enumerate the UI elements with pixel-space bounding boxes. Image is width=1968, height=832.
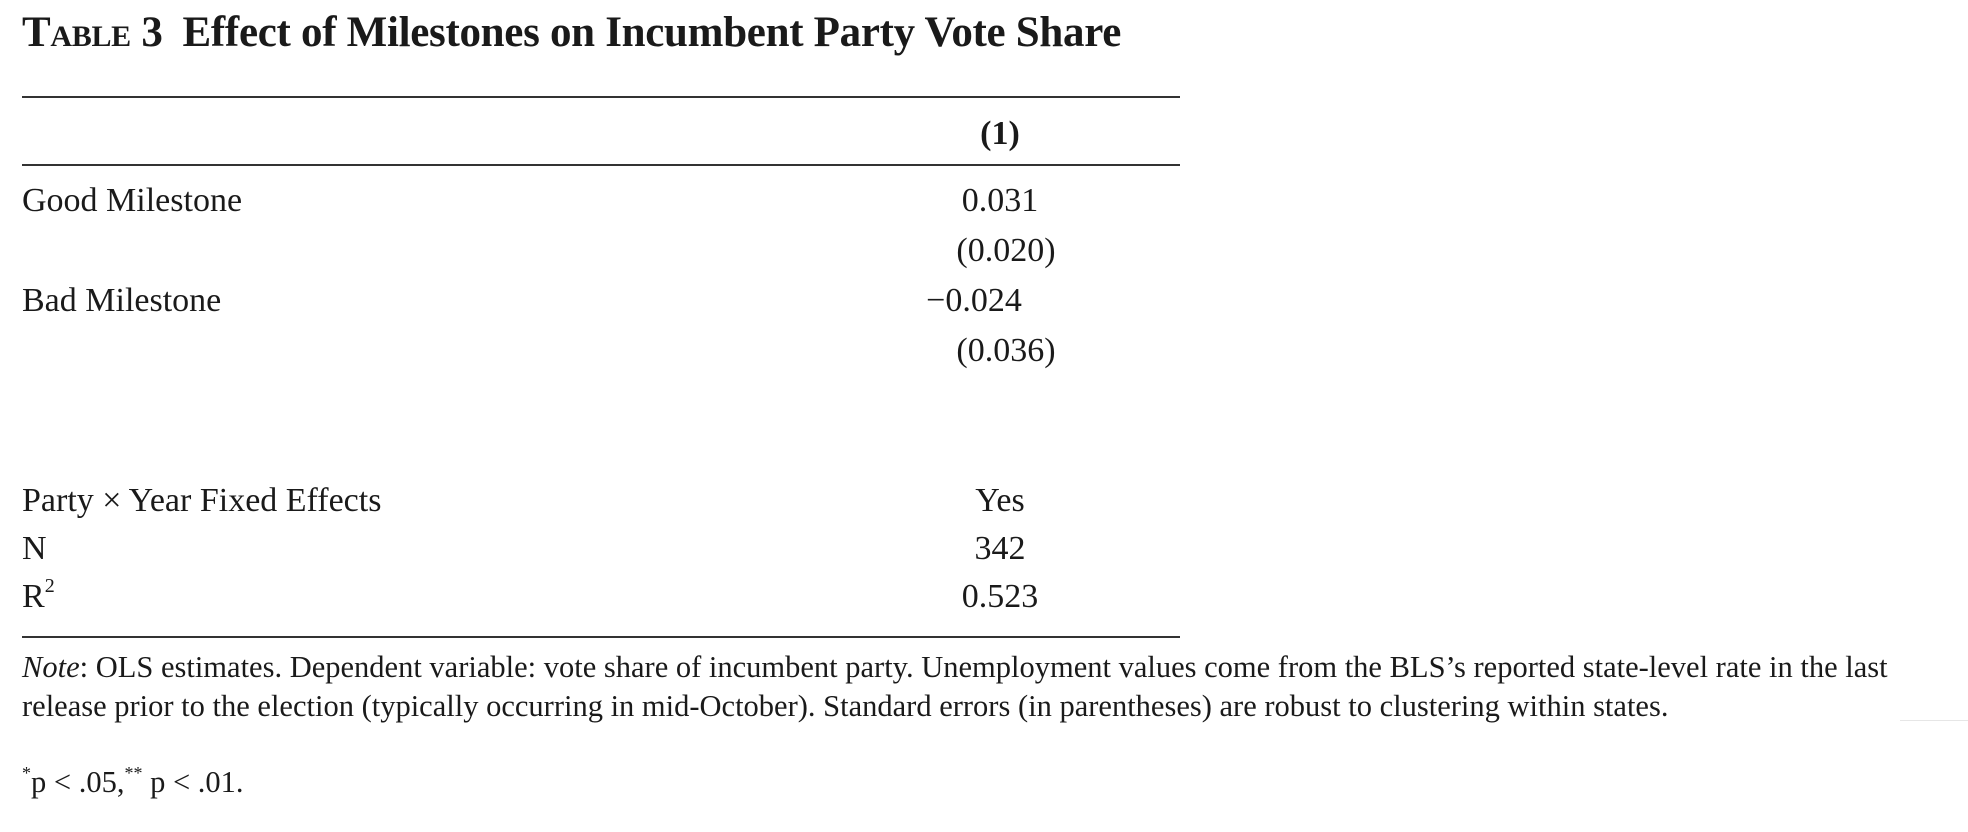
sig-text-01: p < .01. [142,765,244,799]
r-squared-base: R [22,578,45,615]
row-se-bad-milestone: (0.036) [956,332,1056,369]
sig-star-single: * [22,763,31,783]
faint-divider [1900,720,1968,721]
note-text: : OLS estimates. Dependent variable: vot… [22,650,1888,723]
row-label-good-milestone: Good Milestone [22,182,243,219]
sig-star-double: ** [124,763,143,783]
row-value-r-squared: 0.523 [961,578,1039,615]
row-label-bad-milestone: Bad Milestone [22,282,222,319]
note-label: Note [22,650,80,684]
table-number: Table 3 [22,9,163,56]
row-value-bad-milestone: −0.024 [926,282,1022,319]
row-label-fixed-effects: Party × Year Fixed Effects [22,482,382,519]
significance-legend: *p < .05,** p < .01. [22,763,244,800]
row-label-n: N [22,530,47,567]
header-rule [22,164,1180,166]
row-label-r-squared: R2 [22,576,55,615]
sig-text-05: p < .05, [31,765,125,799]
table-caption: Table 3 Effect of Milestones on Incumbent… [22,8,1121,57]
bottom-rule [22,636,1180,638]
row-value-fixed-effects: Yes [975,482,1025,519]
top-rule [22,96,1180,98]
column-header: (1) [980,115,1020,152]
table-title: Effect of Milestones on Incumbent Party … [182,9,1122,56]
row-value-good-milestone: 0.031 [961,182,1039,219]
row-value-n: 342 [974,530,1026,567]
r-squared-exponent: 2 [44,575,55,597]
row-se-good-milestone: (0.020) [956,232,1056,269]
table-note: Note: OLS estimates. Dependent variable:… [22,648,1952,726]
